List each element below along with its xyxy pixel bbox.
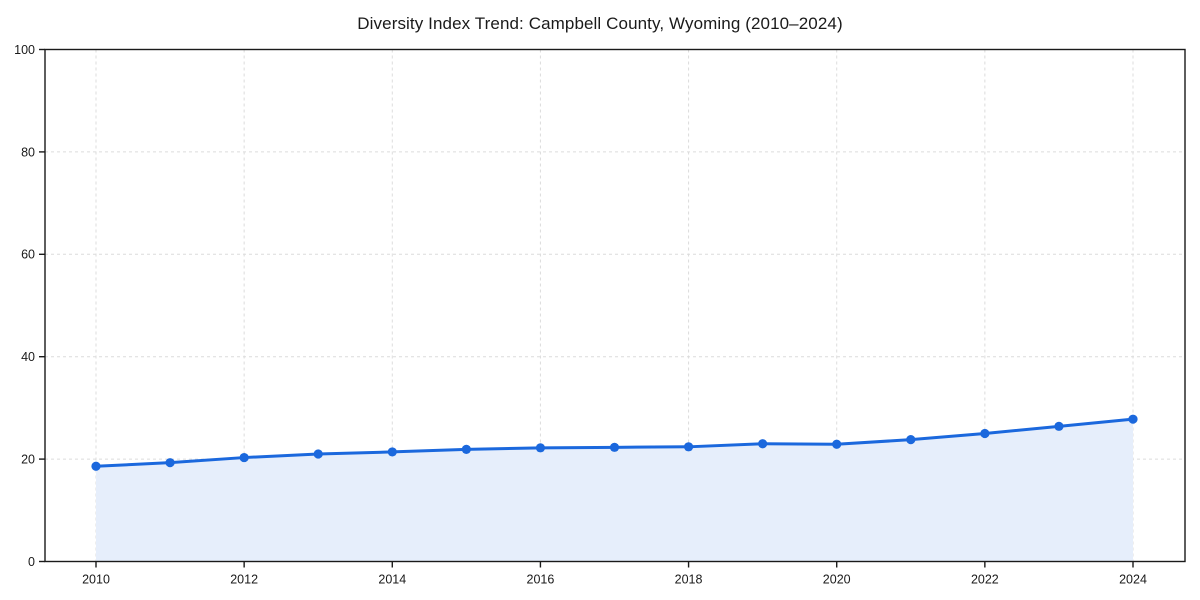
x-tick-label: 2014 <box>378 573 406 587</box>
data-point <box>461 444 471 454</box>
data-point <box>91 461 101 471</box>
y-tick-label: 60 <box>21 248 35 262</box>
x-tick-label: 2022 <box>971 573 999 587</box>
series-area-fill <box>96 419 1133 562</box>
y-tick-label: 0 <box>28 555 35 569</box>
chart-title: Diversity Index Trend: Campbell County, … <box>357 14 843 33</box>
y-tick-label: 20 <box>21 452 35 466</box>
plot-border <box>44 48 1186 563</box>
data-point <box>980 428 990 439</box>
x-tick-label: 2020 <box>823 573 851 587</box>
data-point <box>313 449 323 459</box>
y-tick-label: 80 <box>21 145 35 159</box>
data-point <box>1054 421 1064 431</box>
data-point <box>609 442 620 452</box>
x-tick-label: 2016 <box>527 573 555 587</box>
y-tick-label: 40 <box>21 350 35 364</box>
x-tick-label: 2010 <box>82 573 110 587</box>
data-point <box>387 447 397 457</box>
data-point <box>165 458 175 468</box>
data-point <box>832 439 842 449</box>
data-point <box>239 452 249 463</box>
y-tick-label: 100 <box>14 43 35 57</box>
x-tick-label: 2024 <box>1119 573 1147 587</box>
x-tick-label: 2018 <box>675 573 703 587</box>
data-point <box>535 443 546 453</box>
data-point <box>758 439 768 449</box>
data-point <box>1128 414 1138 424</box>
data-point <box>683 442 694 452</box>
data-point <box>906 435 916 445</box>
x-tick-label: 2012 <box>230 573 258 587</box>
